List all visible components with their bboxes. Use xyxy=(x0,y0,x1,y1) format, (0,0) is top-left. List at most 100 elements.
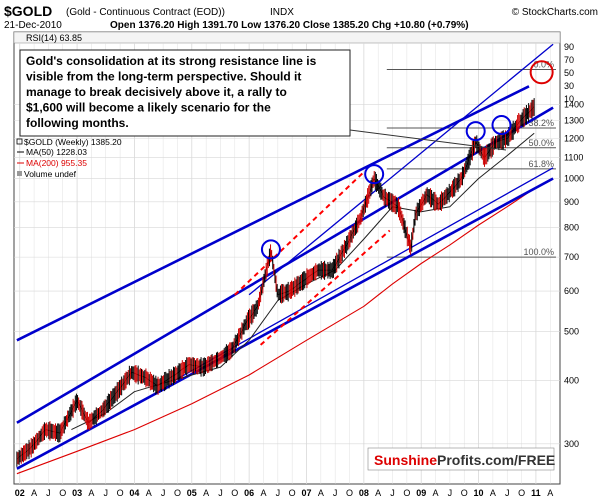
x-tick-label: O xyxy=(403,488,410,498)
candle-layer xyxy=(16,98,535,467)
legend: $GOLD (Weekly) 1385.20 MA(50) 1228.03 MA… xyxy=(16,137,122,179)
chart-symbol: $GOLD xyxy=(4,3,52,19)
rsi-strip xyxy=(13,31,561,44)
x-tick-label: O xyxy=(461,488,468,498)
y-tick-label: 900 xyxy=(564,197,579,207)
resistance-touch-circle xyxy=(491,115,512,136)
x-tick-label: A xyxy=(203,488,209,498)
y-tick-label: 400 xyxy=(564,375,579,385)
x-tick-label: A xyxy=(490,488,496,498)
fib-level-label: 61.8% xyxy=(528,159,554,169)
x-tick-label: J xyxy=(104,488,109,498)
annotation-line: manage to break decisively above it, a r… xyxy=(26,85,287,99)
x-tick-label: 09 xyxy=(416,488,426,498)
watermark-domain: Profits.com/FREE xyxy=(437,452,555,468)
dashed-trend-line xyxy=(259,229,391,346)
x-tick-label: A xyxy=(375,488,381,498)
resistance-touch-circle xyxy=(260,239,281,260)
rsi-label: RSI(14) 63.85 xyxy=(26,33,82,43)
rsi-tick-label: 50 xyxy=(564,68,574,78)
y-tick-label: 1300 xyxy=(564,116,584,126)
ma200-layer xyxy=(16,188,535,475)
x-tick-label: O xyxy=(231,488,238,498)
chart-ohlc: Open 1376.20 High 1391.70 Low 1376.20 Cl… xyxy=(110,20,469,31)
annotation-pointer xyxy=(349,129,507,151)
fib-level-label: 100.0% xyxy=(523,247,554,257)
legend-price: $GOLD (Weekly) 1385.20 xyxy=(24,137,122,147)
x-tick-label: J xyxy=(505,488,510,498)
trendline-lower-support xyxy=(16,177,554,470)
x-tick-label: 06 xyxy=(244,488,254,498)
legend-ma200: MA(200) 955.35 xyxy=(26,158,87,168)
x-tick-label: 04 xyxy=(129,488,139,498)
y-tick-label: 600 xyxy=(564,286,579,296)
x-tick-label: 11 xyxy=(531,488,541,498)
x-tick-label: O xyxy=(117,488,124,498)
x-tick-label: J xyxy=(448,488,453,498)
trendline-upper-channel xyxy=(16,85,530,342)
chart-source: © StockCharts.com xyxy=(512,7,598,18)
trendline-outer-lower xyxy=(16,106,554,424)
x-tick-label: J xyxy=(161,488,166,498)
legend-volume-swatch xyxy=(17,171,22,176)
y-tick-label: 1400 xyxy=(564,99,584,109)
x-tick-label: A xyxy=(31,488,37,498)
x-tick-label: A xyxy=(318,488,324,498)
y-axis: 300 400 500 600 700 800 900 1000 1100 1200 1300 140… xyxy=(564,42,584,449)
annotation-line: Gold's consolidation at its strong resis… xyxy=(26,54,317,68)
price-line xyxy=(16,106,535,460)
y-tick-label: 300 xyxy=(564,439,579,449)
resistance-touch-circle xyxy=(364,164,385,185)
fib-level-label: 0.0% xyxy=(533,60,554,70)
x-tick-label: A xyxy=(260,488,266,498)
x-tick-label: 10 xyxy=(474,488,484,498)
fib-level-label: 38.2% xyxy=(528,118,554,128)
highlight-circle-layer xyxy=(260,60,554,260)
x-tick-label: O xyxy=(289,488,296,498)
x-tick-label: A xyxy=(146,488,152,498)
y-tick-label: 1000 xyxy=(564,174,584,184)
watermark-text: SunshineProfits.com/FREE xyxy=(374,452,555,468)
resistance-touch-circle xyxy=(465,121,486,142)
y-tick-label: 1100 xyxy=(564,153,583,163)
rsi-tick-label: 30 xyxy=(564,81,574,91)
rsi-tick-label: 10 xyxy=(564,94,574,104)
dashed-line-layer xyxy=(234,171,391,346)
x-tick-label: 08 xyxy=(359,488,369,498)
fib-level-label: 50.0% xyxy=(528,138,554,148)
annotation-line: $1,600 will become a likely scenario for… xyxy=(26,101,271,115)
legend-volume: Volume undef xyxy=(24,169,77,179)
annotation-box xyxy=(19,49,351,137)
rsi-tick-label: 90 xyxy=(564,42,574,52)
x-tick-label: O xyxy=(59,488,66,498)
y-tick-label: 800 xyxy=(564,223,579,233)
rsi-tick-label: 70 xyxy=(564,55,574,65)
chart-instrument-name: (Gold - Continuous Contract (EOD)) xyxy=(66,7,225,18)
x-tick-label: A xyxy=(433,488,439,498)
trendline-inner-upper xyxy=(248,43,554,296)
annotation-line: following months. xyxy=(26,116,129,130)
x-tick-label: J xyxy=(390,488,395,498)
fibonacci-layer: 0.0% 38.2% 50.0% 61.8% 100.0% xyxy=(386,60,556,258)
legend-ma50: MA(50) 1228.03 xyxy=(26,147,87,157)
x-tick-label: 03 xyxy=(72,488,82,498)
x-tick-label: 05 xyxy=(187,488,197,498)
x-tick-label: O xyxy=(174,488,181,498)
chart-exchange: INDX xyxy=(270,7,294,18)
watermark-brand: Sunshine xyxy=(374,452,437,468)
y-tick-label: 500 xyxy=(564,326,579,336)
chart-date: 21-Dec-2010 xyxy=(4,20,62,31)
x-tick-label: J xyxy=(333,488,338,498)
x-tick-label: 07 xyxy=(301,488,311,498)
annotation-text: Gold's consolidation at its strong resis… xyxy=(26,54,317,130)
x-tick-label: O xyxy=(346,488,353,498)
x-tick-label: J xyxy=(46,488,51,498)
x-tick-label: A xyxy=(547,488,553,498)
y-tick-label: 1200 xyxy=(564,133,584,143)
target-circle xyxy=(529,60,554,85)
watermark-box xyxy=(367,447,555,471)
annotation-line: visible from the long-term perspective. … xyxy=(26,70,301,84)
x-axis: 02 A J O 03 A J O 04 A J O 05 A J O 06 A J O 07 A J O 08 A J O 09 A J O… xyxy=(15,488,554,498)
x-tick-label: J xyxy=(218,488,223,498)
